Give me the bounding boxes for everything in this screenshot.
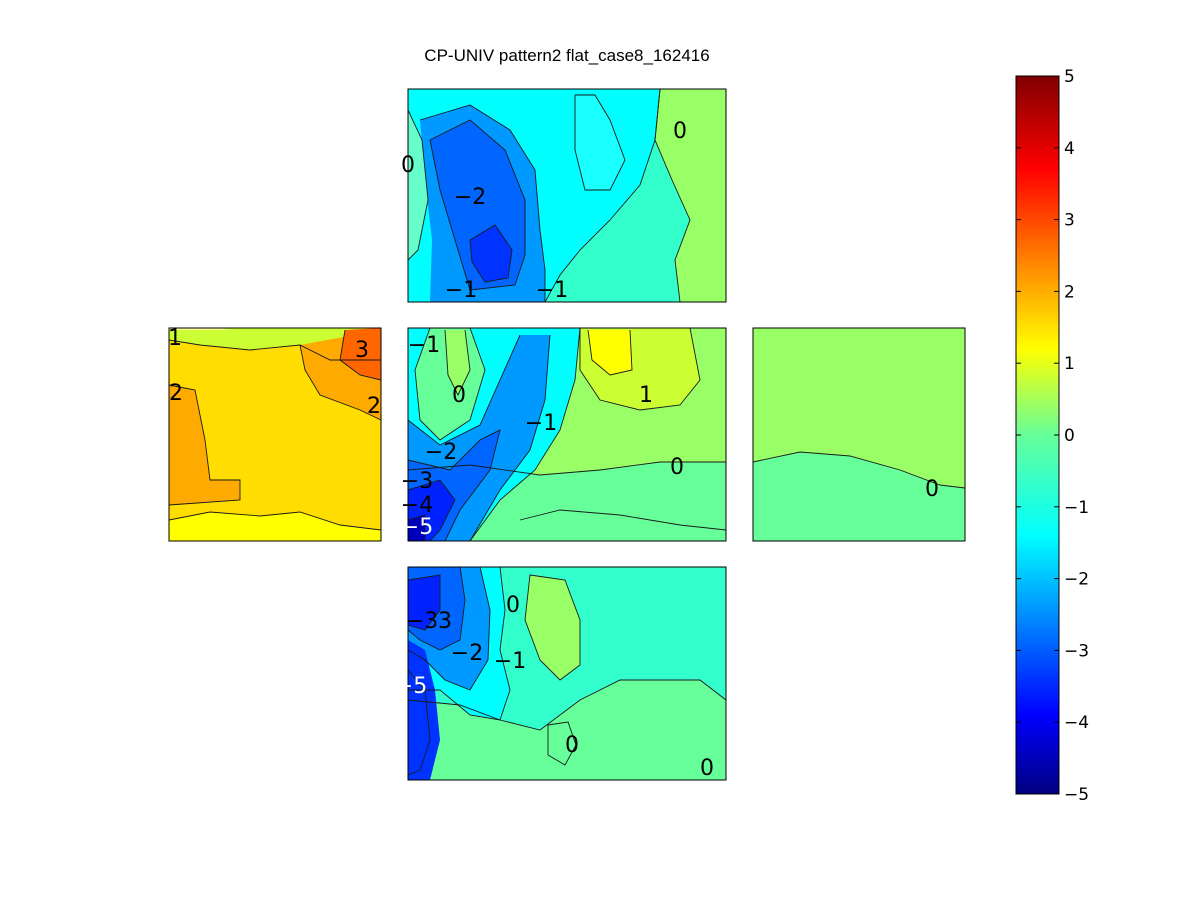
- contour-label: −1: [494, 649, 526, 674]
- contour-label: 3: [355, 338, 369, 363]
- colorbar-tick-label: −2: [1064, 570, 1089, 590]
- contour-label: −3: [406, 609, 438, 634]
- contour-label: 0: [565, 733, 579, 758]
- contour-label: −1: [445, 278, 477, 303]
- colorbar-tick-label: 3: [1064, 211, 1075, 231]
- colorbar-tick-label: 5: [1064, 67, 1075, 87]
- contour-label: 1: [168, 326, 182, 351]
- contour-label: 0: [401, 153, 415, 178]
- contour-label: −2: [454, 185, 486, 210]
- contour-label: 0: [452, 383, 466, 408]
- colorbar-ticks: 5 4 3 2 1 0 −1 −2 −3 −4 −5: [1016, 67, 1089, 805]
- contour-label: −4: [401, 493, 433, 518]
- colorbar-tick-label: 0: [1064, 426, 1075, 446]
- contour-label: 0: [670, 455, 684, 480]
- panel-top: [408, 89, 726, 302]
- colorbar-gradient: [1016, 76, 1059, 794]
- contour-label: −5: [395, 674, 427, 699]
- left-labels: 1 3 2 2: [168, 326, 381, 419]
- colorbar-tick-label: −4: [1064, 713, 1089, 733]
- right-labels: 0: [925, 477, 939, 502]
- colorbar-tick-label: 2: [1064, 282, 1075, 302]
- colorbar-tick-label: −5: [1064, 785, 1089, 805]
- contour-label: −3: [401, 469, 433, 494]
- panel-center: [408, 328, 726, 541]
- bottom-labels: −3 3 0 −2 −1 −5 0 0: [395, 593, 714, 781]
- chart-title: CP-UNIV pattern2 flat_case8_162416: [424, 46, 709, 65]
- colorbar-tick-label: 4: [1064, 139, 1075, 159]
- contour-label: −1: [536, 278, 568, 303]
- contour-label: 1: [639, 383, 653, 408]
- contour-label: 0: [925, 477, 939, 502]
- contour-label: 0: [506, 593, 520, 618]
- colorbar-tick-label: 1: [1064, 354, 1075, 374]
- contour-label: 3: [438, 609, 452, 634]
- contour-label: −1: [525, 411, 557, 436]
- panel-left: [169, 328, 381, 541]
- contour-label: −1: [408, 333, 440, 358]
- contour-label: 0: [700, 756, 714, 781]
- contour-label: −2: [425, 440, 457, 465]
- colorbar: 5 4 3 2 1 0 −1 −2 −3 −4 −5: [1015, 67, 1089, 805]
- center-labels: −1 0 1 −1 −2 0 −3 −4 −5: [401, 333, 684, 540]
- contour-label: 2: [367, 394, 381, 419]
- contour-label: 0: [673, 119, 687, 144]
- colorbar-tick-label: −1: [1064, 498, 1089, 518]
- contour-label: 2: [169, 381, 183, 406]
- panel-right: [753, 328, 965, 541]
- colorbar-tick-label: −3: [1064, 641, 1089, 661]
- top-labels: 0 −2 0 −1 −1: [401, 119, 687, 303]
- contour-label: −5: [401, 515, 433, 540]
- panel-bottom: [408, 567, 726, 780]
- contour-label: −2: [451, 641, 483, 666]
